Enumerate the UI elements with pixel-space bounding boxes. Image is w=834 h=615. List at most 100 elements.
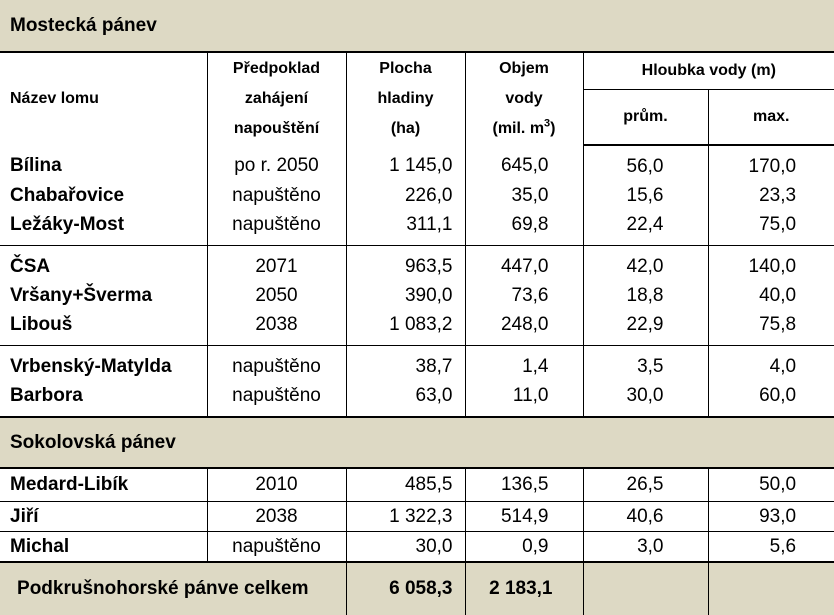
table-row: Vršany+Šverma 2050 390,0 73,6 18,8 40,0 [0,281,834,310]
depth-avg-cell: 3,5 [582,345,708,381]
volume-cell: 11,0 [464,381,583,417]
header-depth-avg: prům. [582,89,708,146]
depth-max-cell: 75,0 [707,210,834,246]
total-empty-avg [582,561,708,615]
start-cell: 2050 [206,281,346,310]
volume-cell: 73,6 [464,281,583,310]
area-cell: 963,5 [345,245,465,281]
start-cell: 2038 [206,310,346,346]
total-volume: 2 183,1 [464,561,583,615]
header-volume-line3: (mil. m3) [466,114,583,144]
area-cell: 63,0 [345,381,465,417]
volume-cell: 248,0 [464,310,583,346]
volume-cell: 645,0 [464,145,583,181]
area-cell: 485,5 [345,468,465,502]
volume-cell: 1,4 [464,345,583,381]
lake-name: Bílina [10,155,62,176]
header-start-line3: napouštění [233,120,320,137]
header-area: Plocha hladiny (ha) [345,52,465,145]
header-volume: Objem vody (mil. m3) [464,52,583,145]
section-title-mostecka: Mostecká pánev [0,0,834,53]
lake-name: Ležáky-Most [0,210,207,246]
header-volume-line2: vody [505,90,543,107]
table-row: ČSA 2071 963,5 447,0 42,0 140,0 [0,245,834,281]
depth-max-cell: 4,0 [707,345,834,381]
volume-cell: 514,9 [464,501,583,532]
section-title-sokolovska: Sokolovská pánev [0,416,834,469]
table-row: Libouš 2038 1 083,2 248,0 22,9 75,8 [0,310,834,346]
depth-max-cell: 23,3 [707,181,834,210]
depth-avg-cell: 30,0 [582,381,708,417]
volume-cell: 69,8 [464,210,583,246]
header-volume-close: ) [550,120,556,137]
depth-avg-cell: 18,8 [582,281,708,310]
depth-max-cell: 75,8 [707,310,834,346]
depth-avg-cell: 22,4 [582,210,708,246]
table-row: Jiří 2038 1 322,3 514,9 40,6 93,0 [0,501,834,532]
header-row-top: Název lomu Předpoklad zahájení napouštěn… [0,52,834,145]
section-row-mostecka: Mostecká pánev [0,0,834,53]
depth-max-cell: 50,0 [707,468,834,502]
area-cell: 390,0 [345,281,465,310]
table-row: Barbora napuštěno 63,0 11,0 30,0 60,0 [0,381,834,417]
total-empty-max [707,561,834,615]
area-cell: 30,0 [345,531,465,562]
header-start-line1: Předpoklad [232,60,321,77]
header-volume-line1: Objem [499,60,549,77]
lake-name: Barbora [10,384,83,406]
start-cell: po r. 2050 [206,145,346,181]
volume-cell: 0,9 [464,531,583,562]
table-row: Bílina po r. 2050 1 145,0 645,0 56,0 170… [0,145,834,181]
start-cell: napuštěno [206,181,346,210]
start-cell: napuštěno [206,531,346,562]
area-cell: 226,0 [345,181,465,210]
area-cell: 311,1 [345,210,465,246]
table-row: Ležáky-Most napuštěno 311,1 69,8 22,4 75… [0,210,834,246]
depth-max-cell: 40,0 [707,281,834,310]
start-cell: 2038 [206,501,346,532]
lake-name: Chabařovice [10,184,125,206]
depth-avg-cell: 42,0 [582,245,708,281]
depth-max-cell: 5,6 [707,531,834,562]
lake-name: Jiří [0,501,207,532]
header-area-line1: Plocha [379,60,432,77]
depth-avg-cell: 26,5 [582,468,708,502]
lake-name: Medard-Libík [0,468,207,502]
table-row: Chabařovice napuštěno 226,0 35,0 15,6 23… [0,181,834,210]
table-row: Medard-Libík 2010 485,5 136,5 26,5 50,0 [0,468,834,502]
start-cell: napuštěno [206,345,346,381]
header-volume-sup: 3 [544,117,551,130]
header-name: Název lomu [10,90,99,107]
table-row: Michal napuštěno 30,0 0,9 3,0 5,6 [0,531,834,562]
area-cell: 1 083,2 [345,310,465,346]
start-cell: napuštěno [206,210,346,246]
header-depth-max: max. [707,89,834,146]
depth-avg-cell: 40,6 [582,501,708,532]
depth-avg-cell: 3,0 [582,531,708,562]
header-depth: Hloubka vody (m) [582,52,834,90]
depth-avg-cell: 22,9 [582,310,708,346]
lake-name: Libouš [0,310,207,346]
depth-max-cell: 93,0 [707,501,834,532]
lake-name: Michal [10,535,70,557]
total-area: 6 058,3 [345,561,465,615]
table-row: Vrbenský-Matylda napuštěno 38,7 1,4 3,5 … [0,345,834,381]
volume-cell: 35,0 [464,181,583,210]
lake-name: Vrbenský-Matylda [10,355,172,377]
section-row-sokolovska: Sokolovská pánev [0,416,834,469]
depth-max-cell: 60,0 [707,381,834,417]
header-start: Předpoklad zahájení napouštění [206,52,346,145]
lake-name: ČSA [10,255,51,277]
start-cell: 2071 [206,245,346,281]
lake-name: Vršany+Šverma [10,284,153,306]
header-area-line2: hladiny [377,90,434,107]
header-volume-unit: (mil. m [492,120,545,137]
start-cell: napuštěno [206,381,346,417]
depth-avg-cell: 56,0 [582,145,708,181]
start-cell: 2010 [206,468,346,502]
total-row: Podkrušnohorské pánve celkem 6 058,3 2 1… [0,561,834,615]
total-label: Podkrušnohorské pánve celkem [0,561,346,615]
depth-max-cell: 140,0 [707,245,834,281]
volume-cell: 447,0 [464,245,583,281]
